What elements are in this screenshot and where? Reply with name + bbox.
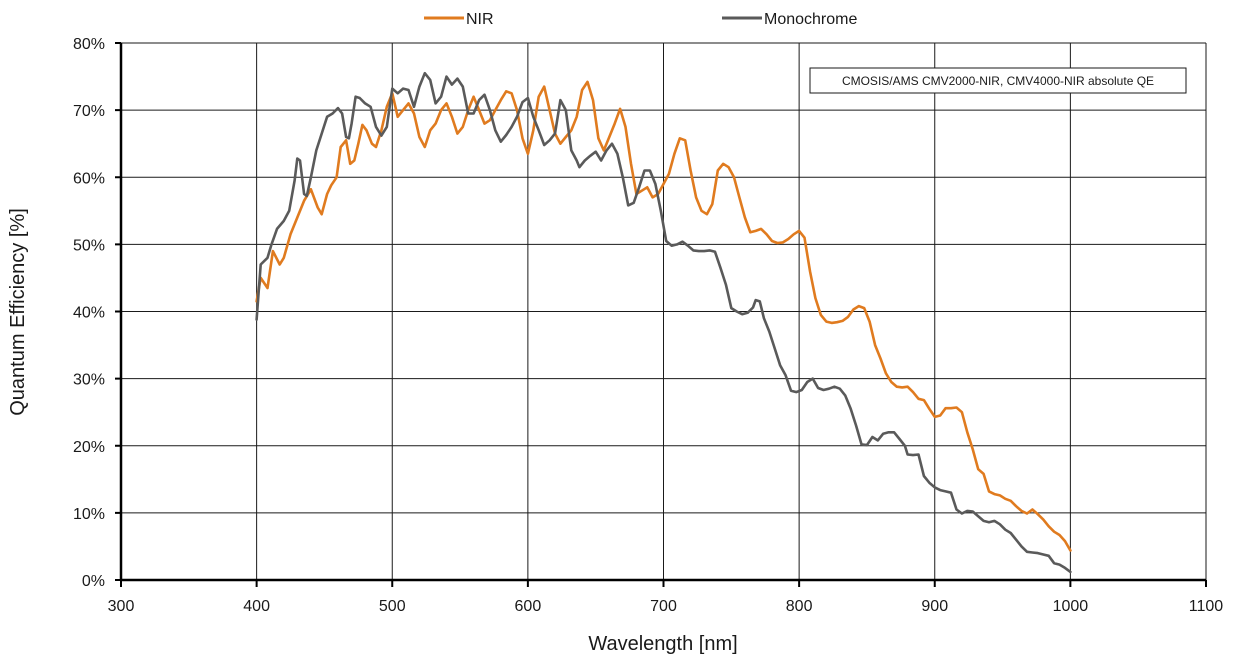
x-tick-label-1000: 1000 [1053,598,1089,615]
x-tick-label-600: 600 [515,598,542,615]
y-tick-label-0: 0% [82,573,105,590]
annotation-text: CMOSIS/AMS CMV2000-NIR, CMV4000-NIR abso… [842,74,1154,88]
axes [115,42,1207,587]
x-tick-label-400: 400 [243,598,270,615]
x-tick-label-1100: 1100 [1189,598,1224,615]
y-tick-label-70: 70% [73,103,105,120]
y-tick-label-60: 60% [73,170,105,187]
x-tick-label-800: 800 [786,598,813,615]
y-tick-label-30: 30% [73,372,105,389]
legend: NIR Monochrome [424,11,857,28]
series-line-nir [255,80,1072,552]
x-tick-label-900: 900 [921,598,948,615]
annotation-box: CMOSIS/AMS CMV2000-NIR, CMV4000-NIR abso… [809,67,1187,94]
x-tick-label-700: 700 [650,598,677,615]
y-tick-label-10: 10% [73,506,105,523]
y-tick-label-50: 50% [73,237,105,254]
annotation-frame [809,67,1187,94]
y-tick-label-80: 80% [73,36,105,53]
x-tick-label-500: 500 [379,598,406,615]
y-tick-label-20: 20% [73,439,105,456]
series-line-monochrome [255,71,1072,574]
series-layer [255,71,1072,574]
x-tick-label-300: 300 [108,598,135,615]
y-axis-title: Quantum Efficiency [%] [7,208,29,416]
tick-labels: 300 400 500 600 700 800 900 1000 1100 0% 10% 20% 30%… [73,36,1223,615]
legend-label-nir: NIR [466,11,494,28]
y-tick-label-40: 40% [73,305,105,322]
grid [121,42,1207,580]
x-axis-title: Wavelength [nm] [588,633,737,655]
legend-label-monochrome: Monochrome [764,11,857,28]
